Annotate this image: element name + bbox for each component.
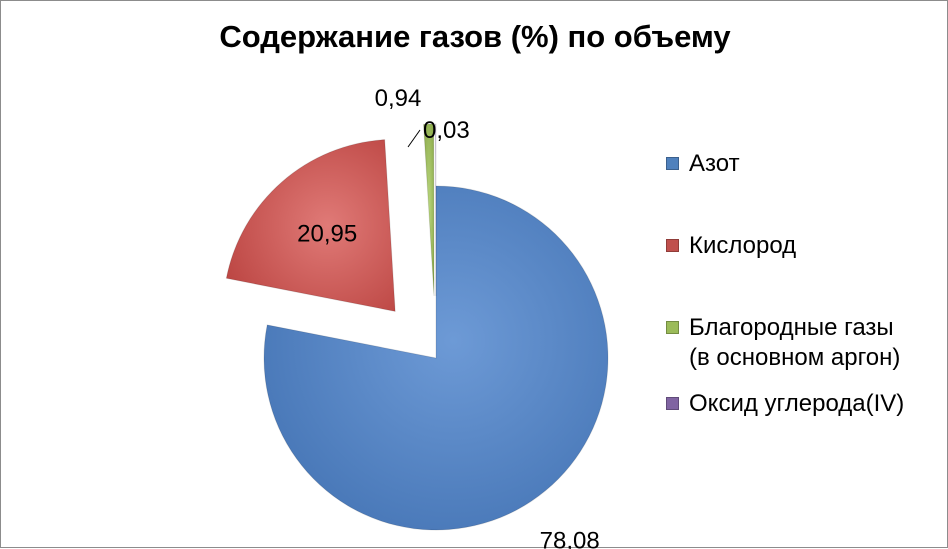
legend-swatch xyxy=(666,397,679,410)
legend-label: Благородные газы (в основном аргон) xyxy=(689,313,900,373)
legend-label: Кислород xyxy=(689,231,796,261)
legend-item: Азот xyxy=(666,149,946,179)
legend-swatch xyxy=(666,321,679,334)
data-label: 0,94 xyxy=(375,85,422,112)
legend-label: Азот xyxy=(689,149,740,179)
leader-line xyxy=(408,130,420,147)
legend: Азот Кислород Благородные газы (в основн… xyxy=(666,149,946,419)
data-label: 78,08 xyxy=(540,528,600,549)
legend-swatch xyxy=(666,157,679,170)
data-label: 20,95 xyxy=(297,221,357,248)
data-label: 0,03 xyxy=(423,117,470,144)
legend-item: Благородные газы (в основном аргон) xyxy=(666,313,946,373)
legend-label: Оксид углерода(IV) xyxy=(689,389,904,419)
legend-item: Кислород xyxy=(666,231,946,261)
legend-item: Оксид углерода(IV) xyxy=(666,389,946,419)
pie-slice xyxy=(424,124,434,296)
legend-swatch xyxy=(666,239,679,252)
